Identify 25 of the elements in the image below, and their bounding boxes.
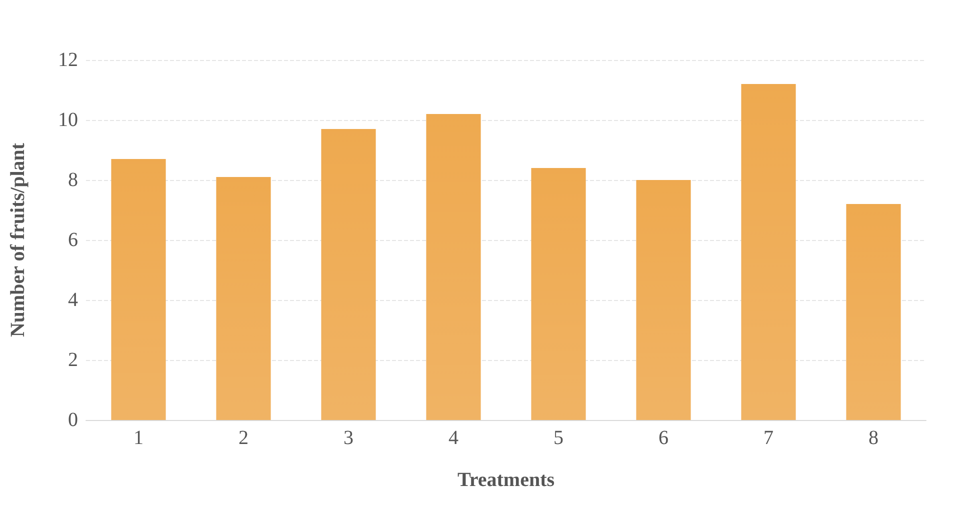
x-tick-label: 2 xyxy=(238,427,248,449)
y-axis-title: Number of fruits/plant xyxy=(7,142,29,338)
bar xyxy=(321,129,376,420)
bar xyxy=(111,159,166,420)
y-tick-label: 0 xyxy=(68,409,78,431)
x-tick-label: 5 xyxy=(554,427,564,449)
x-tick-label: 4 xyxy=(448,427,458,449)
y-tick-label: 12 xyxy=(58,49,78,71)
x-tick-label: 1 xyxy=(134,427,144,449)
y-tick-label: 6 xyxy=(68,229,78,251)
x-axis-title: Treatments xyxy=(457,469,555,491)
x-tick-label: 6 xyxy=(658,427,668,449)
y-tick-label: 4 xyxy=(68,289,78,311)
bar xyxy=(216,177,271,420)
bar xyxy=(846,204,901,420)
bar xyxy=(741,84,796,420)
bar xyxy=(531,168,586,420)
bar xyxy=(426,114,481,420)
x-tick-label: 3 xyxy=(344,427,354,449)
y-tick-label: 8 xyxy=(68,169,78,191)
y-tick-label: 2 xyxy=(68,349,78,371)
x-tick-label: 8 xyxy=(868,427,878,449)
bar xyxy=(636,180,691,420)
y-tick-label: 10 xyxy=(58,109,78,131)
x-tick-label: 7 xyxy=(764,427,774,449)
